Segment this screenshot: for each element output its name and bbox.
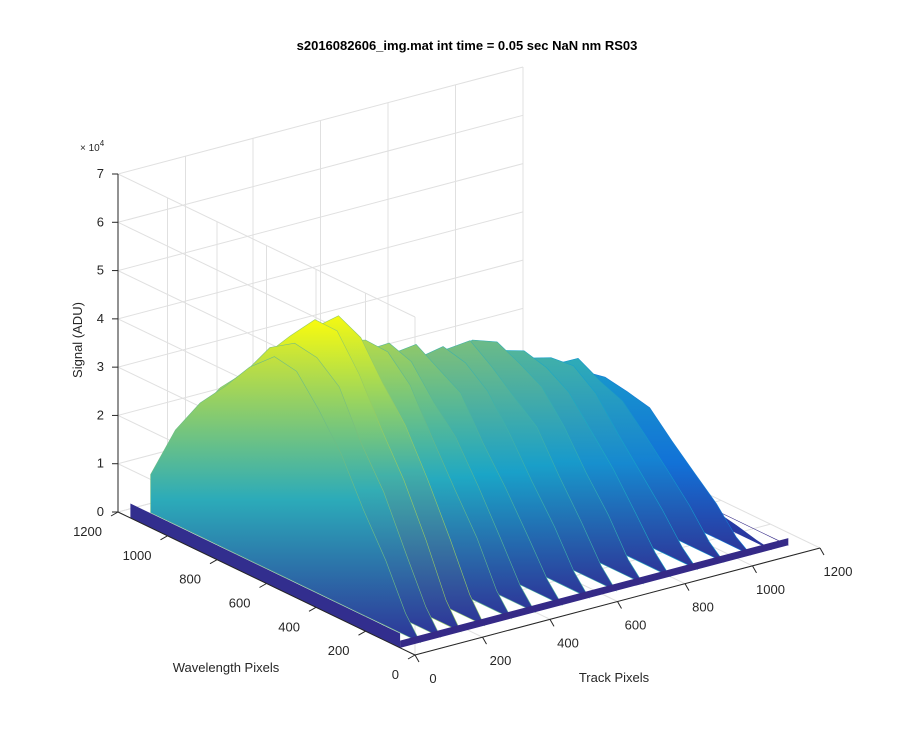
y-tick-label: 0	[392, 667, 399, 682]
z-ticks: 0 1 2 3 4 5 6 7	[97, 166, 118, 519]
x-tick	[549, 619, 555, 627]
x-tick-label: 400	[557, 635, 579, 650]
x-tick-label: 800	[692, 600, 714, 615]
x-tick-label: 1000	[756, 582, 785, 597]
y-tick	[209, 559, 218, 565]
y-tick-label: 400	[278, 619, 300, 634]
y-axis-label: Wavelength Pixels	[173, 660, 280, 675]
y-tick	[259, 583, 267, 588]
surface-base	[400, 538, 789, 648]
x-tick-label: 600	[625, 618, 647, 633]
y-ticks: 0 200 400 600 800 1000 1200	[73, 511, 416, 682]
surface-base	[130, 503, 401, 648]
z-tick-label: 5	[97, 263, 104, 278]
z-multiplier-base: × 10	[80, 143, 100, 154]
y-tick	[407, 654, 416, 660]
z-axis-label: Signal (ADU)	[70, 302, 85, 378]
x-tick-label: 200	[490, 653, 512, 668]
x-tick	[752, 565, 757, 574]
x-axis-label: Track Pixels	[579, 670, 650, 685]
y-tick-label: 1200	[73, 524, 102, 539]
chart-title: s2016082606_img.mat int time = 0.05 sec …	[297, 38, 638, 53]
z-multiplier: × 104	[80, 139, 105, 154]
x-tick	[684, 583, 690, 591]
x-tick	[819, 547, 825, 556]
z-multiplier-exponent: 4	[100, 139, 105, 148]
z-tick-label: 4	[97, 311, 104, 326]
z-tick-label: 6	[97, 214, 104, 229]
x-tick	[482, 636, 487, 645]
y-tick-label: 800	[179, 572, 201, 587]
y-tick	[160, 535, 168, 541]
y-tick-label: 1000	[123, 548, 152, 563]
z-tick-label: 7	[97, 166, 104, 181]
x-tick	[617, 601, 622, 609]
x-tick-label: 1200	[824, 564, 853, 579]
y-tick	[358, 630, 366, 636]
z-tick-label: 3	[97, 359, 104, 374]
surface	[130, 315, 789, 649]
y-tick-label: 200	[328, 643, 350, 658]
z-tick-label: 0	[97, 504, 104, 519]
z-tick-label: 2	[97, 407, 104, 422]
y-tick	[110, 511, 119, 517]
x-ticks: 0 200 400 600 800 1000 1200	[414, 547, 853, 686]
x-tick	[414, 654, 420, 663]
x-tick-label: 0	[429, 671, 436, 686]
y-tick	[308, 606, 317, 612]
z-tick-label: 1	[97, 456, 104, 471]
y-tick-label: 600	[229, 596, 251, 611]
